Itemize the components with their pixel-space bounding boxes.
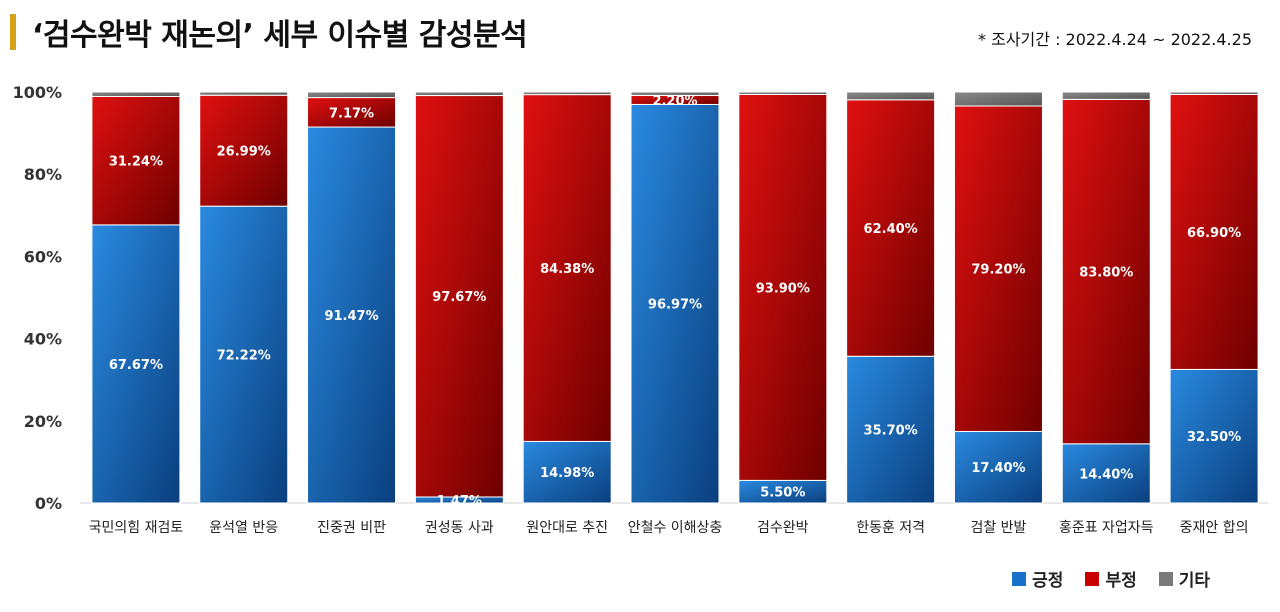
data-label: 17.40% [971,461,1025,476]
data-label: 2.20% [652,94,697,109]
data-label: 84.38% [540,262,594,277]
bar-segment-other [91,91,181,97]
data-label: 67.67% [109,358,163,373]
title-accent-bar [10,14,16,50]
bar-segment-positive [91,224,181,504]
legend-item-positive: 긍정 [1012,566,1063,591]
bar-segment-other [846,91,936,101]
bar-segment-positive [522,440,612,504]
bar-segment-positive [1169,368,1259,504]
chart-title: ‘검수완박 재논의’ 세부 이슈별 감성분석 [32,18,528,53]
bar-segment-other [738,91,828,95]
data-label: 14.98% [540,466,594,481]
bar-segment-negative [522,94,612,442]
y-tick-label: 0% [35,494,62,513]
bar-segment-positive [199,205,289,504]
x-tick-label: 권성동 사과 [425,520,494,536]
data-label: 72.22% [217,349,271,364]
data-label: 7.17% [329,106,374,121]
x-tick-label: 국민의힘 재검토 [89,520,184,536]
data-label: 91.47% [324,309,378,324]
legend-item-other: 기타 [1158,566,1210,591]
bar-segment-positive [1061,443,1151,504]
legend-item-negative: 부정 [1085,566,1137,591]
y-tick-label: 100% [13,83,62,102]
data-label: 62.40% [864,222,918,237]
x-tick-label: 진중권 비판 [317,520,386,536]
bar-segment-other [307,91,397,99]
bar-segment-negative [307,97,397,128]
bar-segment-negative [738,93,828,481]
survey-period: * 조사기간 : 2022.4.24 ~ 2022.4.25 [978,30,1252,49]
data-label: 26.99% [217,145,271,160]
data-label: 35.70% [864,424,918,439]
bar-segment-other [414,91,504,97]
y-tick-label: 20% [24,412,62,431]
legend-label-other: 기타 [1178,571,1210,591]
bar-segment-other [1169,91,1259,95]
bar-segment-negative [953,105,1043,432]
data-label: 96.97% [648,298,702,313]
bar-segment-other [953,91,1043,107]
data-label: 93.90% [756,281,810,296]
x-tick-label: 중재안 합의 [1180,520,1249,536]
y-tick-label: 60% [24,247,62,266]
data-label: 32.50% [1187,430,1241,445]
x-tick-label: 홍준표 자업자득 [1059,520,1154,536]
bar-segment-negative [846,99,936,357]
bar-segment-negative [1169,93,1259,370]
bar-segment-other [630,91,720,96]
data-label: 79.20% [971,263,1025,278]
x-tick-label: 안철수 이해상충 [628,520,723,536]
bar-segment-other [522,91,612,96]
data-label: 14.40% [1079,467,1133,482]
data-label: 97.67% [432,290,486,305]
legend-swatch-other [1158,571,1173,586]
x-tick-label: 검수완박 [757,520,809,536]
bar-segment-other [1061,91,1151,100]
legend-label-positive: 긍정 [1032,571,1064,591]
bar-segment-other [199,91,289,96]
data-label: 83.80% [1079,266,1133,281]
bar-segment-positive [846,355,936,504]
stacked-bar-chart: 0% 20% 40% 60% 80% 100% 국민의힘 재검토 윤석열 반응 진중권 비판 권성… [13,83,1268,536]
bar-segment-negative [1061,98,1151,445]
bar-segment-negative [414,95,504,498]
x-tick-label: 윤석열 반응 [209,520,278,536]
x-tick-label: 원안대로 추진 [526,520,608,536]
y-tick-label: 40% [24,330,62,349]
x-tick-label: 한동훈 저격 [856,520,925,536]
bar-segment-positive [307,126,397,504]
legend-label-negative: 부정 [1105,571,1137,591]
data-label: 31.24% [109,155,163,170]
data-label: 66.90% [1187,226,1241,241]
legend-swatch-positive [1012,571,1027,586]
data-label: 5.50% [760,486,805,501]
data-label: 1.47% [437,494,482,509]
bar-segment-negative [91,95,181,226]
y-tick-label: 80% [24,165,62,184]
x-tick-label: 검찰 반발 [970,520,1026,536]
bar-segment-positive [953,430,1043,504]
legend-swatch-negative [1085,571,1100,586]
legend: 긍정 부정 기타 [1012,566,1210,591]
